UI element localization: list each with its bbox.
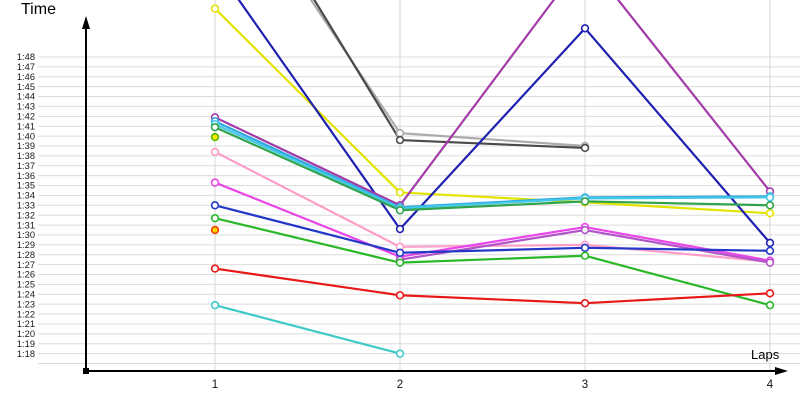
x-tick-label: 4 [767,379,774,391]
y-tick-label: 1:41 [17,121,35,131]
y-tick-label: 1:30 [17,230,35,240]
series-line-magenta [213,181,772,262]
series-line-purple [213,0,772,207]
y-tick-label: 1:39 [17,141,35,151]
y-tick-label: 1:29 [17,240,35,250]
marker-yellow-lap-1 [210,4,220,13]
marker-red-lap-4 [765,289,775,298]
y-tick-label: 1:19 [17,339,35,349]
marker-light-gray-lap-2 [395,128,405,138]
series-line-turquoise [213,304,402,355]
x-tick-label: 2 [397,379,403,391]
series-line-red [213,267,772,305]
y-tick-label: 1:22 [17,309,35,319]
y-tick-label: 1:45 [17,82,35,92]
x-tick-label: 1 [212,379,218,391]
marker-turquoise-lap-1 [210,300,220,310]
y-tick-label: 1:33 [17,201,35,211]
y-tick-label: 1:28 [17,250,35,260]
marker-dark-gray-lap-3 [580,143,590,153]
marker-red-lap-3 [580,298,590,308]
series-line-bright-green [213,217,772,307]
marker-medium-blue-lap-2 [395,248,405,257]
y-tick-label: 1:37 [17,161,35,171]
axis-origin-marker [83,368,89,374]
marker-mid-green-lap-2 [395,206,405,215]
y-tick-label: 1:27 [17,260,35,270]
y-tick-label: 1:46 [17,72,35,82]
y-tick-label: 1:25 [17,280,35,290]
marker-dark-gray-lap-2 [395,135,405,145]
marker-chartreuse-point-lap-1 [210,132,220,142]
marker-red-lap-1 [210,264,220,273]
y-axis-arrow-icon [82,16,90,29]
y-tick-label: 1:42 [17,112,35,122]
marker-mid-green-lap-3 [580,197,590,206]
y-tick-label: 1:23 [17,299,35,309]
y-tick-label: 1:24 [17,289,35,299]
y-tick-label: 1:38 [17,151,35,161]
marker-magenta-lap-1 [210,178,220,187]
marker-yellow-lap-2 [395,188,405,197]
x-tick-label: 3 [582,379,588,391]
marker-bright-green-lap-3 [580,251,590,260]
y-axis-title: Time [21,1,56,18]
y-tick-label: 1:35 [17,181,35,191]
marker-mid-green-lap-1 [210,122,220,132]
marker-orange-point-lap-1 [210,225,220,235]
marker-bright-green-lap-1 [210,213,220,223]
marker-mid-green-lap-4 [765,201,775,210]
y-tick-label: 1:44 [17,92,35,102]
series-line-cyan [213,123,772,210]
y-tick-label: 1:26 [17,270,35,280]
series-line-navy-blue [237,0,772,244]
marker-violet-lap-3 [580,225,590,235]
marker-turquoise-lap-2 [395,349,405,358]
marker-red-lap-2 [395,291,405,300]
marker-navy-blue-lap-3 [580,24,590,33]
y-tick-label: 1:20 [17,329,35,339]
y-tick-label: 1:36 [17,171,35,181]
marker-bright-green-lap-4 [765,300,775,310]
y-tick-label: 1:32 [17,210,35,220]
x-axis-arrow-icon [775,367,788,375]
y-tick-label: 1:48 [17,52,35,62]
marker-bright-green-lap-2 [395,258,405,267]
marker-medium-blue-lap-4 [765,246,775,255]
series-line-yellow [213,7,772,215]
marker-cyan-lap-4 [765,193,775,202]
marker-yellow-lap-4 [765,209,775,218]
marker-navy-blue-lap-2 [395,224,405,234]
marker-pink-lap-1 [210,147,220,157]
marker-medium-blue-lap-1 [210,201,220,210]
marker-medium-blue-lap-3 [580,243,590,253]
y-tick-label: 1:34 [17,191,35,201]
series-line-medium-blue [213,204,772,254]
y-tick-label: 1:31 [17,220,35,230]
y-tick-label: 1:21 [17,319,35,329]
series-line-mid-green [213,126,772,212]
marker-navy-blue-lap-4 [765,238,775,248]
y-tick-label: 1:47 [17,62,35,72]
y-tick-label: 1:43 [17,102,35,112]
x-axis-title: Laps [751,347,780,362]
marker-violet-lap-4 [765,258,775,267]
y-tick-label: 1:40 [17,131,35,141]
y-tick-label: 1:18 [17,349,35,359]
